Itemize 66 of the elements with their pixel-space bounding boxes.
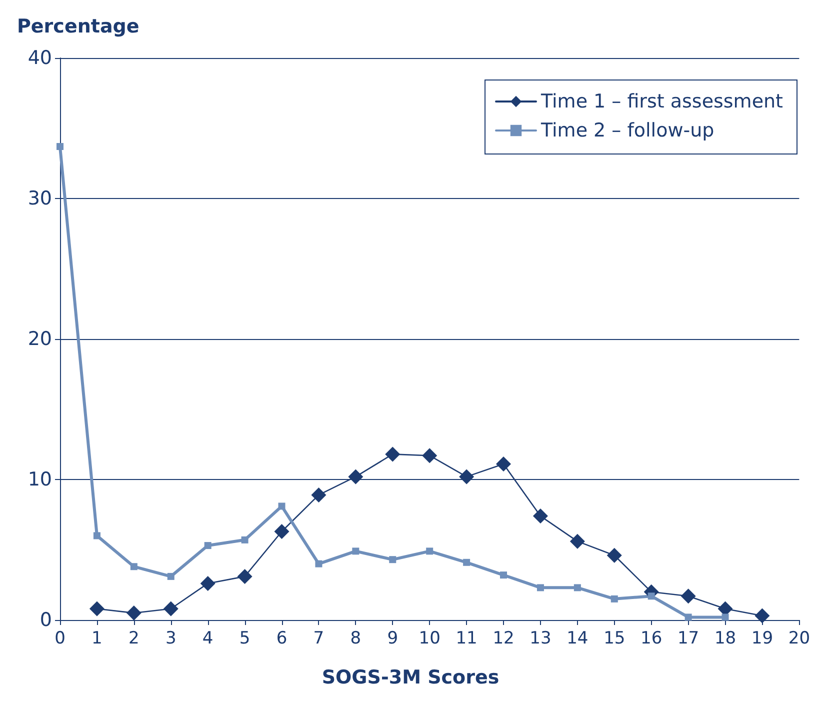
x-tick-label: 14 xyxy=(566,628,588,648)
point xyxy=(204,542,212,550)
point xyxy=(163,601,178,616)
x-tick-label: 8 xyxy=(350,628,362,648)
point xyxy=(684,614,692,621)
y-tick-label: 30 xyxy=(28,188,52,210)
x-tick-label: 11 xyxy=(456,628,478,648)
point xyxy=(274,524,290,539)
point xyxy=(352,548,360,555)
point xyxy=(315,560,322,568)
point xyxy=(532,508,548,524)
point xyxy=(130,563,138,570)
x-axis-title: SOGS-3M Scores xyxy=(322,666,500,688)
point xyxy=(459,469,474,484)
x-tick-label: 1 xyxy=(92,628,102,648)
point xyxy=(500,572,508,579)
point xyxy=(536,584,544,592)
x-tick-label: 12 xyxy=(492,628,514,648)
x-tick-label: 17 xyxy=(677,628,700,648)
x-tick-label: 13 xyxy=(530,628,552,648)
point xyxy=(389,556,396,564)
point xyxy=(348,469,364,484)
x-tick-label: 19 xyxy=(751,628,774,648)
y-axis-title: Percentage xyxy=(17,16,140,38)
point xyxy=(610,595,618,602)
point xyxy=(200,576,216,591)
legend-label: Time 1 – first assessment xyxy=(540,90,784,112)
point xyxy=(89,601,104,616)
point xyxy=(574,584,581,592)
y-tick-label: 10 xyxy=(28,468,52,490)
point xyxy=(426,548,434,555)
point xyxy=(754,608,770,624)
point xyxy=(126,605,142,620)
legend-label: Time 2 – follow-up xyxy=(540,120,714,142)
y-tick-label: 40 xyxy=(28,47,52,69)
point xyxy=(93,532,100,540)
point xyxy=(167,572,174,580)
point xyxy=(385,446,400,462)
point xyxy=(463,558,470,566)
x-tick-label: 2 xyxy=(128,628,140,648)
x-tick-label: 18 xyxy=(714,628,736,648)
x-tick-label: 10 xyxy=(418,628,440,648)
x-tick-label: 7 xyxy=(313,628,324,648)
x-tick-label: 3 xyxy=(165,628,176,648)
x-tick-label: 15 xyxy=(604,628,626,648)
x-tick-label: 9 xyxy=(387,628,398,648)
point xyxy=(237,568,252,584)
x-tick-label: 6 xyxy=(276,628,288,648)
point xyxy=(56,143,64,150)
x-tick-label: 16 xyxy=(640,628,662,648)
x-tick-label: 5 xyxy=(239,628,250,648)
y-tick-label: 20 xyxy=(28,328,52,350)
point xyxy=(241,536,248,544)
x-tick-label: 20 xyxy=(788,628,810,648)
point xyxy=(648,592,655,600)
point xyxy=(570,534,585,549)
y-tick-label: 0 xyxy=(40,609,52,631)
point xyxy=(311,487,326,502)
point xyxy=(606,548,622,563)
point xyxy=(422,448,438,464)
point xyxy=(680,588,696,604)
point xyxy=(278,502,286,510)
point xyxy=(722,614,729,621)
x-tick-label: 0 xyxy=(54,628,66,648)
point xyxy=(496,456,512,472)
x-tick-label: 4 xyxy=(202,628,214,648)
